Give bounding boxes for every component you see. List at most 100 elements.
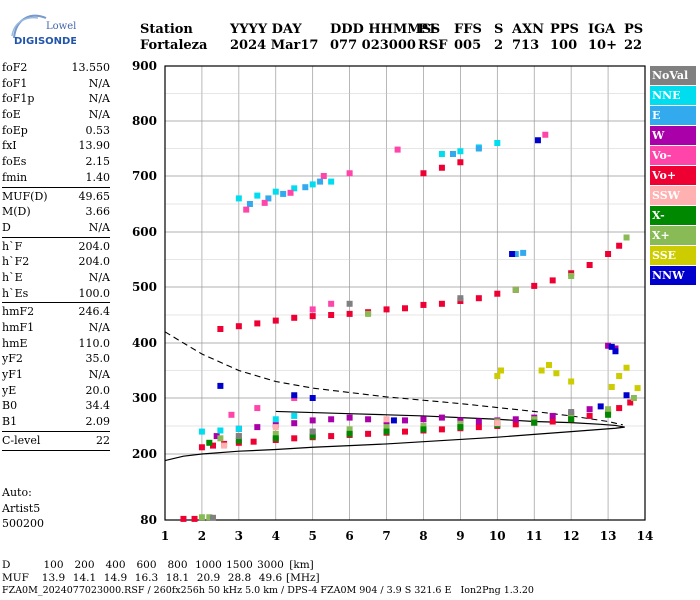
muf-row-value: 18.1: [165, 571, 190, 584]
legend-item-w: W: [650, 125, 696, 146]
echo-point-noval: [568, 409, 575, 415]
echo-point-e: [265, 195, 272, 202]
header-row1-cell-8: IGA: [588, 22, 616, 37]
echo-point-vo-: [261, 199, 268, 206]
y-tick-label: 600: [132, 225, 157, 239]
echo-point-nnw: [612, 348, 619, 355]
echo-point-w: [475, 418, 482, 425]
echo-point-noval: [210, 514, 216, 521]
echo-point-vo-: [243, 206, 250, 213]
echo-point-vo-: [420, 301, 427, 308]
echo-point-nne: [291, 185, 298, 192]
echo-point-sse: [538, 367, 545, 374]
header-row2-cell-5: 2: [494, 38, 504, 53]
echo-point-vo-: [346, 310, 353, 317]
param-name: C-level: [2, 433, 41, 447]
echo-point-vo-: [402, 305, 408, 312]
echo-point-vo-: [605, 251, 612, 257]
muf-row-value: [MHz]: [286, 571, 320, 584]
echo-point-vo-: [616, 405, 623, 412]
echo-point-vo-: [328, 300, 335, 307]
echo-point-ssw: [272, 424, 279, 431]
distance-row-value: 600: [136, 559, 157, 571]
param-value: 204.0: [78, 255, 111, 269]
header-row2-cell-3: RSF: [418, 38, 448, 53]
polarization-legend: NoVal NNE E W Vo- Vo+ SSW X- X+ SSE NNW: [650, 66, 696, 286]
echo-point-x-: [309, 433, 316, 440]
echo-point-noval: [235, 433, 242, 440]
echo-point-nne: [272, 416, 279, 423]
param-row: M(D) 3.66: [2, 204, 110, 220]
muf-row-value: 13.9: [41, 571, 66, 584]
param-name: B0: [2, 399, 18, 413]
param-row: fxI 13.90: [2, 138, 110, 154]
echo-point-vo-: [287, 189, 294, 196]
distance-row-value: 400: [105, 559, 126, 571]
header-row2-cell-6: 713: [512, 38, 540, 53]
param-row: h`Es 100.0: [2, 286, 110, 302]
echo-point-ssw: [221, 442, 228, 449]
y-tick-label: 200: [132, 447, 157, 461]
echo-point-x-: [420, 423, 427, 429]
echo-point-x-: [235, 437, 242, 444]
echo-point-x-: [272, 435, 279, 442]
echo-point-nnw: [608, 343, 615, 350]
param-value: N/A: [88, 76, 110, 90]
x-tick-label: 12: [563, 529, 580, 543]
x-tick-label: 2: [198, 529, 206, 543]
echo-point-vo-: [402, 428, 408, 435]
echo-point-vo-: [420, 170, 427, 177]
echo-point-e: [280, 190, 287, 197]
echo-point-x-: [383, 424, 390, 431]
echo-point-x-: [568, 273, 575, 279]
param-row: hmF1 N/A: [2, 320, 110, 336]
x-tick-label: 6: [345, 529, 353, 543]
param-separator: [2, 449, 110, 451]
param-value: 49.65: [78, 189, 111, 203]
echo-point-vo-: [235, 323, 242, 330]
x-tick-label: 4: [272, 529, 280, 543]
autoscaling-info: Auto: Artist5 500200: [2, 485, 44, 532]
param-name: h`F2: [2, 255, 30, 269]
muf-distance-table: D 100 200 400 600 800 1000 1500 3000 [km] MUF 13.9 1…: [2, 559, 320, 585]
echo-point-nnw: [534, 137, 541, 144]
param-row: fmin 1.40: [2, 170, 110, 186]
echo-point-x-: [605, 411, 612, 418]
param-row: foF1p N/A: [2, 91, 110, 107]
echo-point-vo-: [531, 282, 538, 289]
digisonde-logo-graphic: Lowell DIGISONDE: [11, 14, 80, 47]
echo-point-w: [291, 420, 298, 427]
echo-point-vo-: [438, 426, 445, 433]
muf-row-label: MUF: [2, 571, 29, 584]
echo-point-w: [586, 406, 593, 413]
x-tick-label: 11: [526, 529, 543, 543]
echo-point-ssw: [494, 420, 501, 427]
y-tick-label: 700: [132, 169, 157, 183]
echo-point-x-: [206, 439, 213, 446]
echo-point-sse: [616, 373, 623, 379]
param-row: B1 2.09: [2, 414, 110, 430]
y-tick-label: 500: [132, 280, 157, 294]
echo-point-vo-: [586, 412, 593, 419]
legend-item-sse: SSE: [650, 245, 696, 266]
distance-row: D 100 200 400 600 800 1000 1500 3000 [km]: [2, 559, 317, 572]
echo-point-w: [309, 417, 316, 424]
param-value: N/A: [88, 321, 110, 334]
logo-line1: Lowell: [46, 21, 76, 32]
param-separator: [2, 302, 110, 304]
echo-point-vo-: [394, 146, 401, 153]
echo-point-w: [213, 433, 220, 440]
echo-point-nne: [198, 428, 205, 435]
echo-point-vo-: [365, 430, 372, 437]
echo-point-w: [328, 416, 335, 423]
header-row2-cell-2: 077 023000: [330, 38, 416, 53]
param-value: 3.66: [85, 205, 111, 219]
echo-point-vo-: [309, 313, 316, 320]
echo-point-w: [365, 416, 372, 423]
param-name: hmF2: [2, 305, 35, 319]
echo-point-nnw: [390, 417, 397, 424]
muf-row: MUF 13.9 14.1 14.9 16.3 18.1 20.9 28.8 49.6 [MHz]: [2, 571, 320, 585]
param-name: h`Es: [2, 286, 29, 300]
param-row: h`E N/A: [2, 270, 110, 286]
echo-point-nnw: [509, 251, 516, 257]
